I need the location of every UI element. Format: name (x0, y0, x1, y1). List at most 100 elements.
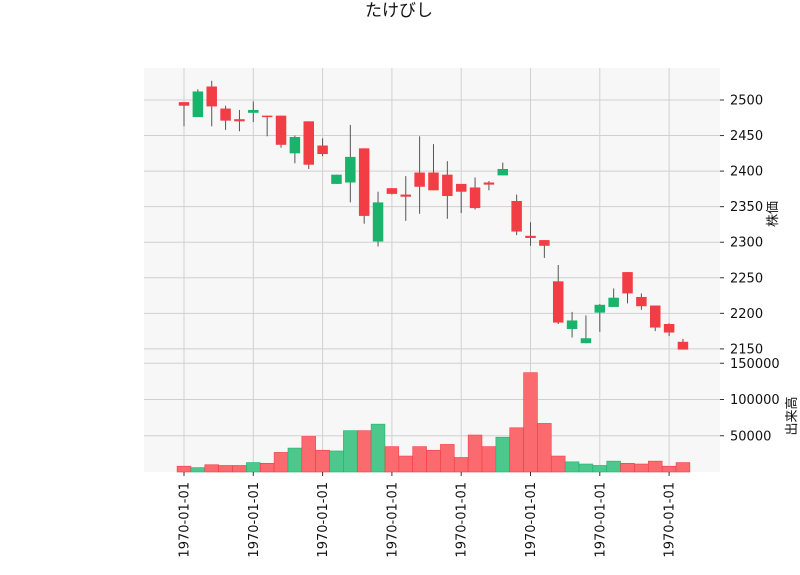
volume-bar (495, 436, 510, 473)
volume-bar (634, 463, 649, 473)
price-axis: 2150 2200 2250 2300 2350 2400 2450 2500 (720, 94, 763, 357)
candle-body (192, 91, 204, 118)
volume-bar (273, 452, 289, 473)
candle-body (455, 183, 467, 192)
volume-bar (412, 446, 427, 473)
volume-bar (661, 465, 677, 473)
volume-bar (329, 450, 344, 473)
candle-body (234, 119, 245, 122)
price-tick-label: 2150 (730, 342, 763, 357)
x-tick-label: 1970-01-01 (178, 482, 193, 558)
x-tick-label: 1970-01-01 (593, 482, 608, 558)
candle-body (414, 172, 425, 187)
candle-body (358, 148, 370, 216)
candle-body (303, 121, 314, 165)
candle-body (636, 296, 647, 307)
x-tick-label: 1970-01-01 (247, 482, 262, 558)
price-tick-label: 2300 (730, 236, 763, 251)
price-tick-label: 2450 (730, 129, 763, 144)
candle-body (622, 272, 633, 294)
candle-body (649, 305, 661, 328)
candle-body (372, 202, 384, 242)
volume-bar (246, 462, 261, 473)
volume-bar (190, 467, 206, 473)
candle-body (594, 304, 606, 313)
volume-bar (467, 434, 483, 473)
x-tick-label: 1970-01-01 (316, 482, 331, 558)
volume-bar (426, 449, 441, 473)
price-panel-background (144, 68, 720, 356)
candle-body (220, 108, 231, 121)
candle-body (497, 168, 509, 176)
volume-bar (675, 462, 691, 473)
candle-body (539, 240, 550, 246)
volume-bar (481, 446, 497, 473)
volume-axis: 50000 100000 150000 (720, 357, 780, 444)
volume-bar (592, 465, 608, 473)
candle-body (178, 102, 190, 106)
x-axis: 1970-01-01 1970-01-01 1970-01-01 1970-01-01… (178, 472, 678, 558)
volume-bar (218, 465, 233, 473)
volume-bar (398, 455, 413, 473)
volume-bar (564, 461, 580, 473)
volume-axis-label: 出来高 (784, 396, 800, 435)
volume-bar (384, 446, 400, 473)
candle-body (331, 174, 342, 184)
volume-bar (287, 447, 303, 473)
price-tick-label: 2250 (730, 271, 763, 286)
candle-body (206, 86, 217, 107)
candle-body (289, 136, 301, 154)
candle-body (442, 174, 453, 196)
price-axis-label: 株価 (766, 201, 781, 227)
volume-bar (356, 430, 372, 473)
volume-tick-label: 100000 (730, 393, 780, 408)
candle-body (261, 115, 273, 118)
volume-bar (537, 423, 552, 473)
volume-bars (176, 372, 691, 473)
volume-bar (315, 449, 330, 473)
candle-body (483, 182, 495, 185)
candle-body (469, 187, 481, 209)
volume-bar (370, 423, 386, 473)
price-tick-label: 2400 (730, 165, 763, 180)
candle-body (552, 281, 564, 323)
candle-body (663, 324, 675, 333)
volume-bar (176, 465, 192, 473)
volume-bar (440, 444, 455, 473)
volume-bar (232, 465, 247, 473)
candle-body (566, 320, 578, 329)
volume-bar (509, 427, 524, 473)
candle-body (525, 235, 536, 238)
price-tick-label: 2200 (730, 307, 763, 322)
price-tick-label: 2350 (730, 200, 763, 215)
volume-bar (620, 462, 635, 473)
volume-bar (301, 436, 316, 473)
candle-body (400, 194, 412, 197)
volume-bar (259, 462, 275, 473)
price-tick-label: 2500 (730, 94, 763, 109)
candle-body (248, 109, 259, 113)
volume-bar (578, 463, 594, 473)
volume-bar (551, 455, 566, 473)
candle-body (511, 200, 522, 232)
x-tick-label: 1970-01-01 (455, 482, 470, 558)
volume-bar (523, 372, 538, 473)
chart-title: たけびし (365, 1, 433, 21)
volume-bar (453, 457, 469, 473)
candle-body (386, 188, 398, 194)
volume-tick-label: 50000 (730, 429, 771, 444)
volume-bar (204, 464, 219, 473)
candle-body (677, 341, 689, 350)
x-tick-label: 1970-01-01 (385, 482, 400, 558)
x-tick-label: 1970-01-01 (663, 482, 678, 558)
candle-body (317, 145, 328, 155)
candle-body (275, 115, 287, 145)
volume-bar (606, 460, 621, 473)
x-tick-label: 1970-01-01 (524, 482, 539, 558)
volume-tick-label: 150000 (730, 357, 780, 372)
volume-bar (343, 430, 358, 473)
candle-body (428, 172, 439, 191)
candle-body (580, 338, 592, 344)
candle-body (608, 297, 619, 307)
